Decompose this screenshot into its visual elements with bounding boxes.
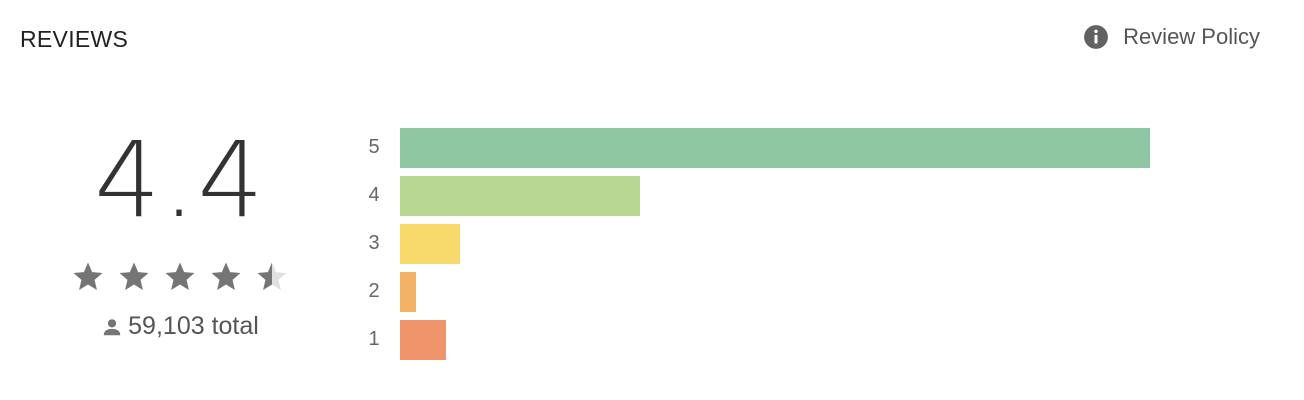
rating-histogram: 5 4 3 2 1 [360, 128, 1160, 368]
histogram-row-3: 3 [360, 224, 1160, 264]
histogram-track [400, 272, 1150, 312]
star-full-icon [119, 262, 149, 291]
histogram-track [400, 320, 1150, 360]
review-policy-link[interactable]: Review Policy [1083, 24, 1260, 50]
info-icon [1084, 25, 1108, 49]
histogram-row-1: 1 [360, 320, 1160, 360]
histogram-bar-4 [400, 176, 640, 216]
histogram-label-3: 3 [368, 232, 380, 254]
histogram-bar-2 [400, 272, 416, 312]
histogram-track [400, 176, 1150, 216]
histogram-track [400, 128, 1150, 168]
total-reviews-count: 59,103 total [128, 312, 259, 340]
average-rating-value: 4.4 [94, 119, 266, 241]
histogram-bar-3 [400, 224, 460, 264]
total-reviews: 59,103 total [60, 312, 300, 341]
rating-stars [60, 260, 300, 294]
histogram-row-5: 5 [360, 128, 1160, 168]
histogram-bar-5 [400, 128, 1150, 168]
star-full-icon [211, 262, 241, 291]
histogram-label-4: 4 [368, 184, 380, 206]
histogram-track [400, 224, 1150, 264]
histogram-row-4: 4 [360, 176, 1160, 216]
histogram-row-2: 2 [360, 272, 1160, 312]
histogram-label-1: 1 [368, 328, 380, 350]
star-half-icon [257, 262, 287, 291]
reviews-header-title: REVIEWS [20, 26, 129, 52]
histogram-label-5: 5 [368, 136, 380, 158]
star-full-icon [165, 262, 195, 291]
review-policy-label: Review Policy [1123, 24, 1260, 49]
histogram-bar-1 [400, 320, 446, 360]
star-full-icon [73, 262, 103, 291]
rating-summary: 4.4 59,103 total [60, 120, 300, 341]
histogram-label-2: 2 [368, 280, 380, 302]
person-icon [103, 318, 121, 335]
